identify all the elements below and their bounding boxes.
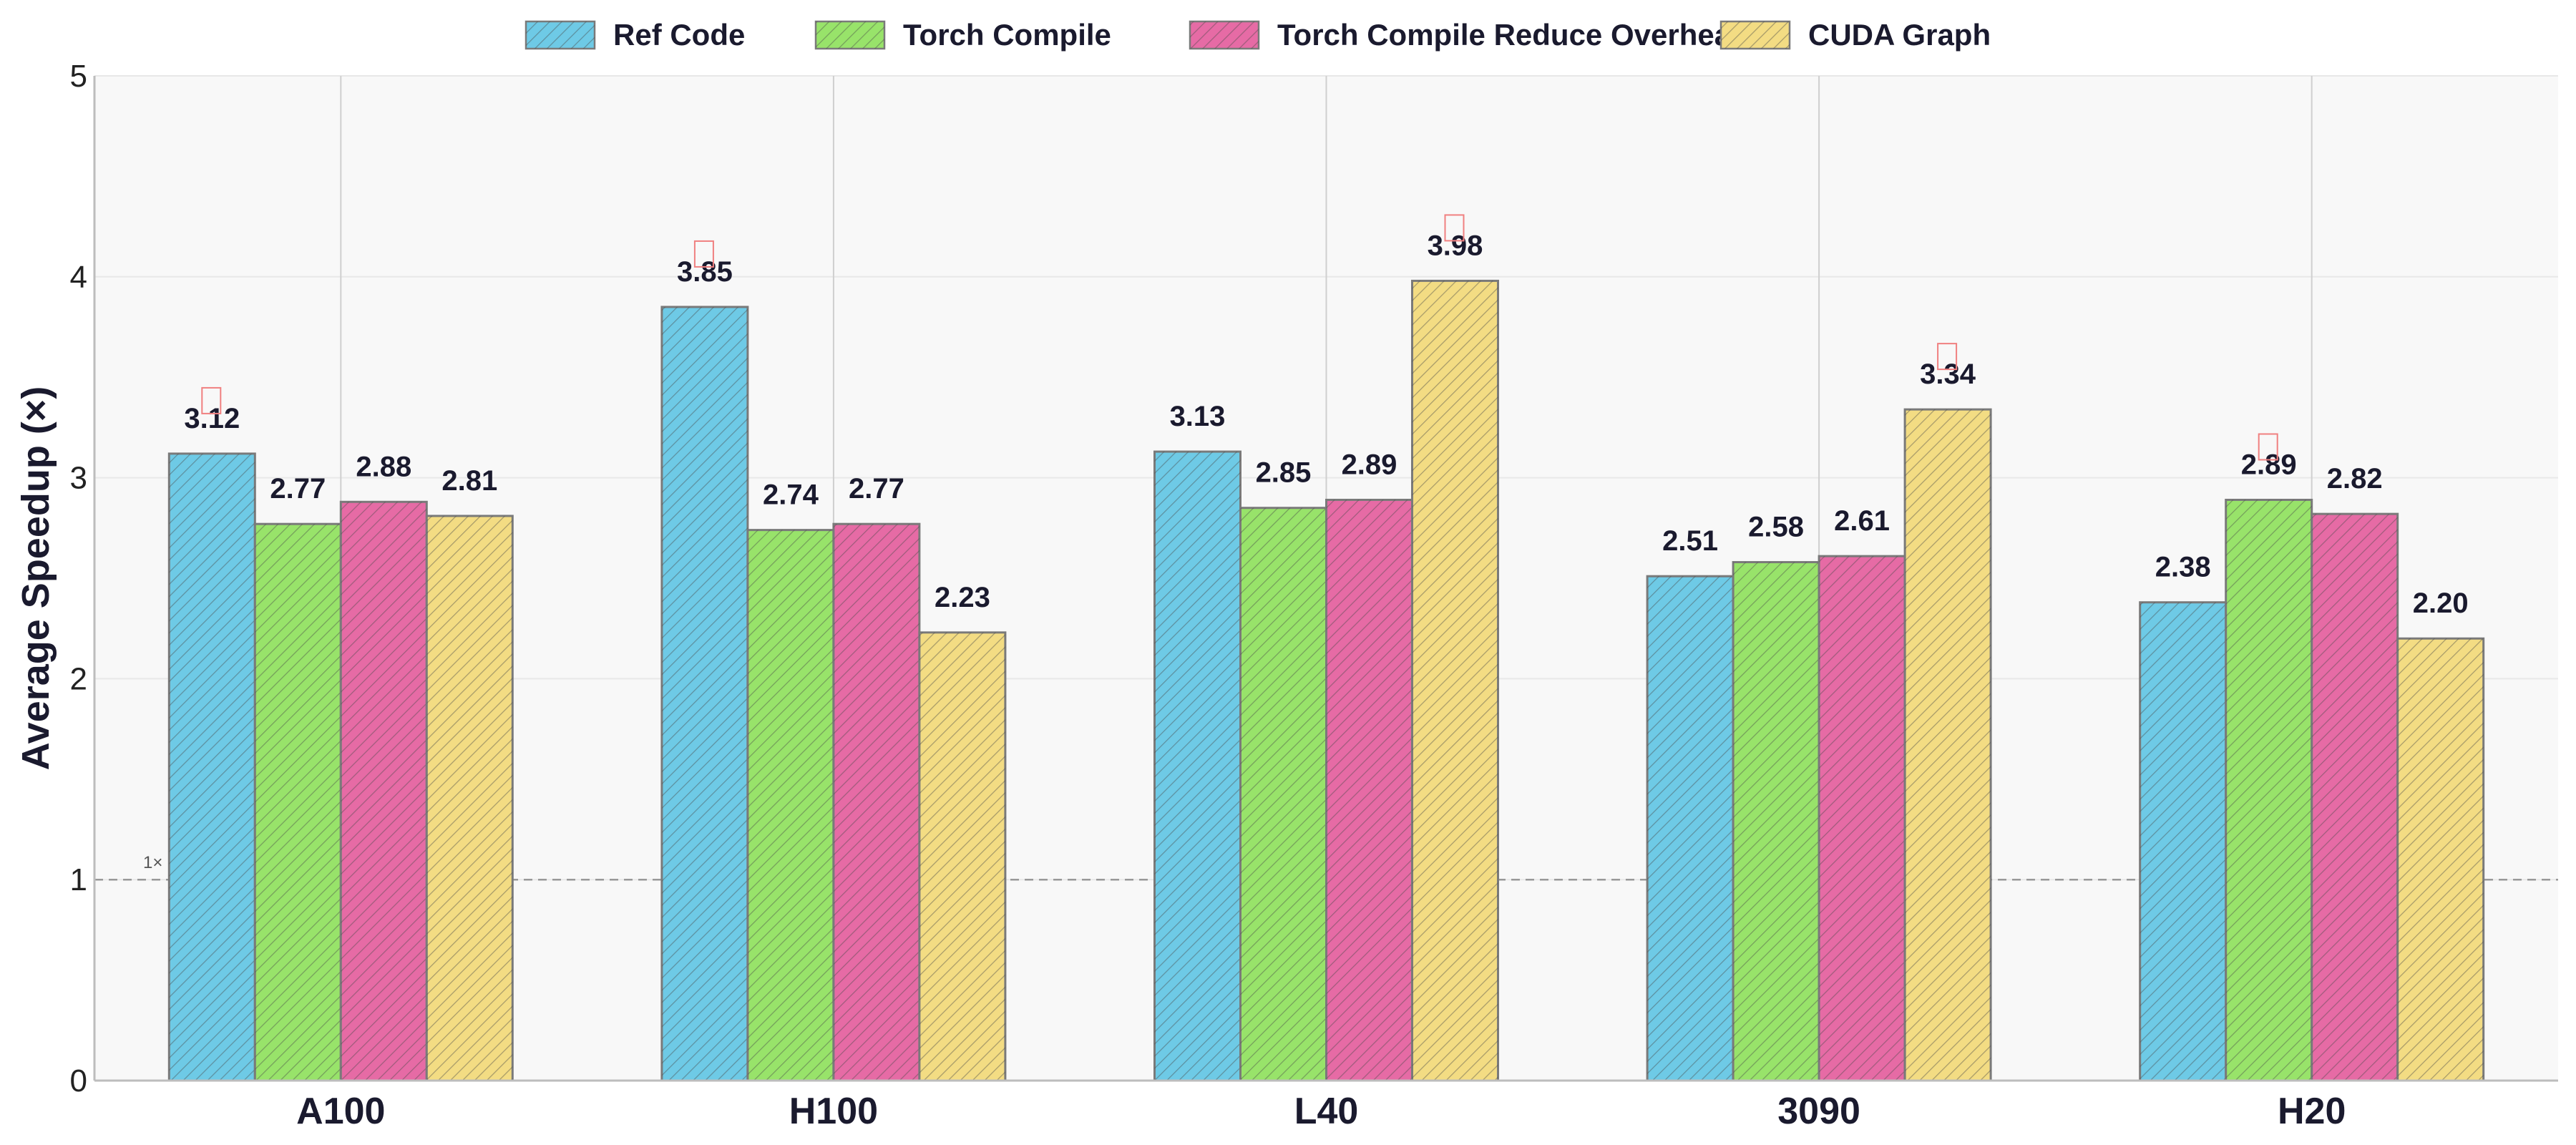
axes-layer bbox=[93, 76, 2558, 1082]
best-marker-icon bbox=[1937, 343, 1958, 371]
reference-line-label: 1× bbox=[143, 853, 162, 872]
bar-value-label: 2.23 bbox=[935, 582, 990, 613]
y-tick-label: 1 bbox=[70, 862, 87, 897]
bar-value-label: 2.20 bbox=[2413, 588, 2469, 619]
best-marker-icon bbox=[2258, 433, 2278, 461]
bar-hatch bbox=[2311, 514, 2398, 1081]
bar-value-label: 2.38 bbox=[2155, 552, 2211, 583]
bar-hatch bbox=[1819, 556, 1906, 1081]
bar-hatch bbox=[1412, 281, 1498, 1081]
bar-hatch bbox=[426, 515, 513, 1081]
legend-entry-label: Torch Compile bbox=[903, 18, 1111, 52]
legend: Ref Code Torch Compile Torch Compile Reduc… bbox=[525, 18, 1991, 52]
best-marker-icon bbox=[693, 240, 714, 268]
bar-value-label: 3.12 bbox=[184, 403, 240, 434]
bar-value-label: 2.89 bbox=[2241, 449, 2297, 480]
legend-entry-label: Ref Code bbox=[613, 18, 745, 52]
bar-hatch bbox=[255, 524, 341, 1081]
y-axis-label: Average Speedup (×) bbox=[14, 386, 57, 771]
bar-value-label: 2.85 bbox=[1256, 457, 1312, 489]
legend-swatch-hatch bbox=[1721, 21, 1790, 49]
bar-hatch bbox=[1647, 576, 1734, 1081]
y-tick-label: 0 bbox=[70, 1063, 87, 1098]
bar-value-label: 2.61 bbox=[1834, 505, 1890, 537]
best-marker-icon bbox=[201, 386, 222, 414]
x-tick-label: A100 bbox=[296, 1091, 385, 1132]
bar-value-label: 3.13 bbox=[1170, 401, 1226, 432]
bar-hatch bbox=[2397, 638, 2484, 1081]
best-marker-icon bbox=[1444, 214, 1465, 242]
bar-hatch bbox=[747, 530, 834, 1081]
bar-hatch bbox=[919, 632, 1005, 1081]
bar-hatch bbox=[1905, 409, 1991, 1081]
bar-hatch bbox=[169, 453, 255, 1081]
bar-hatch bbox=[833, 524, 919, 1081]
bar-hatch bbox=[1240, 507, 1327, 1081]
bar-value-label: 2.81 bbox=[441, 465, 497, 497]
x-tick-label: 3090 bbox=[1777, 1091, 1860, 1132]
bar-hatch bbox=[1733, 562, 1820, 1081]
y-tick-label: 3 bbox=[70, 461, 87, 496]
bar-hatch bbox=[2140, 602, 2226, 1081]
x-tick-label: L40 bbox=[1294, 1091, 1359, 1132]
bar-value-label: 2.74 bbox=[763, 479, 819, 511]
y-tick-label: 4 bbox=[70, 260, 87, 295]
legend-entry-label: CUDA Graph bbox=[1808, 18, 1991, 52]
bar-value-label: 3.34 bbox=[1920, 359, 1976, 390]
bar-value-label: 2.88 bbox=[356, 451, 411, 482]
bar-value-label: 2.89 bbox=[1342, 449, 1397, 480]
bar-value-label: 2.51 bbox=[1662, 525, 1718, 557]
legend-swatch-hatch bbox=[526, 21, 595, 49]
bars-layer bbox=[167, 279, 2485, 1082]
bar-hatch bbox=[661, 306, 748, 1081]
bar-value-label: 2.58 bbox=[1748, 512, 1804, 543]
legend-swatch-hatch bbox=[1190, 21, 1259, 49]
bar-hatch bbox=[1154, 452, 1241, 1081]
x-tick-label: H100 bbox=[789, 1091, 878, 1132]
legend-swatch-hatch bbox=[816, 21, 884, 49]
bar-hatch bbox=[341, 502, 427, 1081]
bar-value-label: 2.77 bbox=[270, 473, 326, 505]
bar-value-label: 2.82 bbox=[2327, 463, 2383, 494]
y-tick-label: 5 bbox=[70, 59, 87, 94]
labels-layer: 0 1 2 3 4 5 1× 3.12 2.77 2.88 2.81 A100 3.85 2.74 2.77… bbox=[14, 59, 2469, 1132]
bar-hatch bbox=[1326, 500, 1413, 1081]
legend-entry-label: Torch Compile Reduce Overhead bbox=[1277, 18, 1750, 52]
bar-value-label: 2.77 bbox=[849, 473, 904, 505]
y-tick-label: 2 bbox=[70, 661, 87, 696]
bar-value-label: 3.85 bbox=[677, 256, 733, 288]
bar-hatch bbox=[2225, 500, 2312, 1081]
x-tick-label: H20 bbox=[2278, 1091, 2346, 1132]
bar-value-label: 3.98 bbox=[1428, 230, 1483, 261]
